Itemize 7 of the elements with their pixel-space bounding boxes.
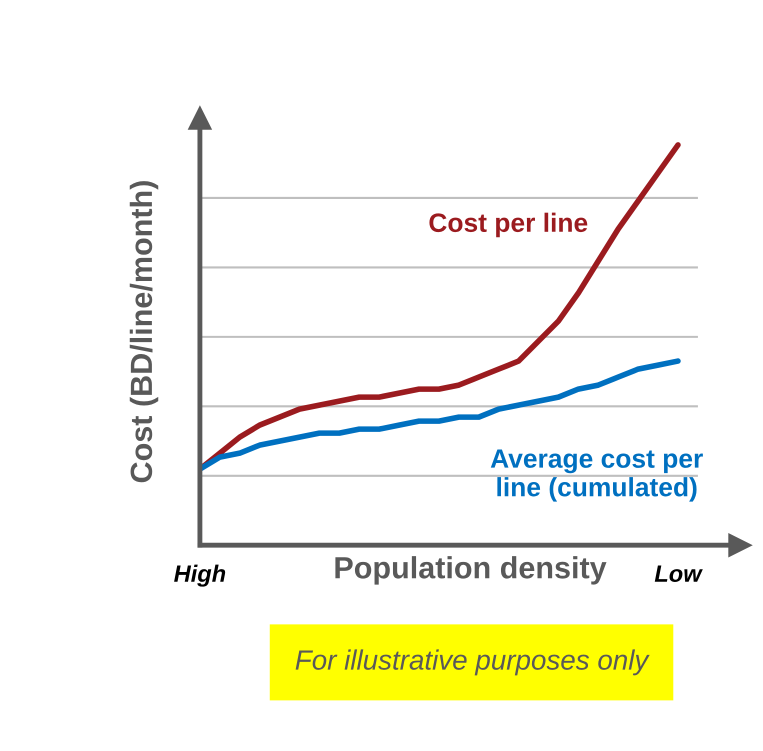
x-tick-label: High [174,564,226,587]
series-label: Cost per line [429,212,588,238]
x-tick-label: Low [654,566,703,582]
text: For illustrative purposes only [296,649,650,676]
series-label: Average cost per line (cumulated) [490,450,703,502]
y-axis-title: Cost (BD/line/month) [130,181,158,482]
x-axis-title: Population density [335,556,607,585]
